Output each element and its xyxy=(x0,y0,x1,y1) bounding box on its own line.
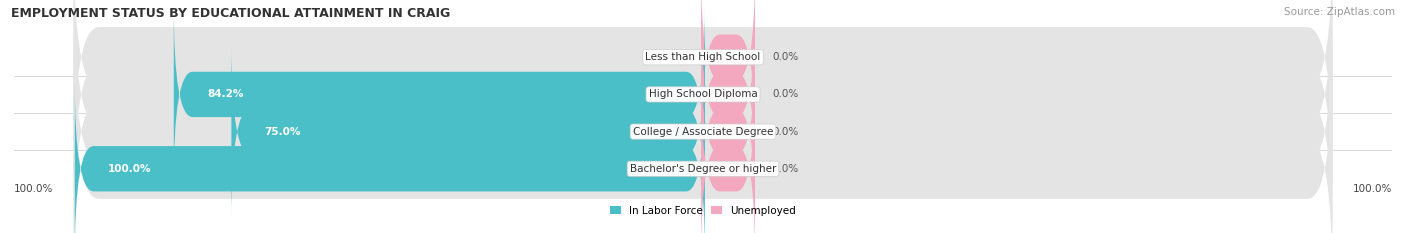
Text: 75.0%: 75.0% xyxy=(264,127,301,137)
FancyBboxPatch shape xyxy=(702,6,755,183)
Text: 84.2%: 84.2% xyxy=(207,89,243,99)
Text: 100.0%: 100.0% xyxy=(1353,184,1392,194)
FancyBboxPatch shape xyxy=(702,43,755,220)
FancyBboxPatch shape xyxy=(73,0,1333,213)
Text: EMPLOYMENT STATUS BY EDUCATIONAL ATTAINMENT IN CRAIG: EMPLOYMENT STATUS BY EDUCATIONAL ATTAINM… xyxy=(11,7,450,20)
FancyBboxPatch shape xyxy=(174,6,704,183)
Text: 0.0%: 0.0% xyxy=(772,164,799,174)
FancyBboxPatch shape xyxy=(702,0,755,146)
Text: 0.0%: 0.0% xyxy=(772,127,799,137)
Text: 100.0%: 100.0% xyxy=(108,164,152,174)
Text: College / Associate Degree: College / Associate Degree xyxy=(633,127,773,137)
Text: 0.0%: 0.0% xyxy=(772,52,799,62)
FancyBboxPatch shape xyxy=(232,43,704,220)
Text: Bachelor's Degree or higher: Bachelor's Degree or higher xyxy=(630,164,776,174)
FancyBboxPatch shape xyxy=(73,50,1333,233)
Text: 0.0%: 0.0% xyxy=(772,89,799,99)
FancyBboxPatch shape xyxy=(75,80,704,233)
FancyBboxPatch shape xyxy=(73,13,1333,233)
Text: Source: ZipAtlas.com: Source: ZipAtlas.com xyxy=(1284,7,1395,17)
Text: Less than High School: Less than High School xyxy=(645,52,761,62)
Text: High School Diploma: High School Diploma xyxy=(648,89,758,99)
FancyBboxPatch shape xyxy=(702,80,755,233)
Text: 100.0%: 100.0% xyxy=(14,184,53,194)
Legend: In Labor Force, Unemployed: In Labor Force, Unemployed xyxy=(606,202,800,220)
FancyBboxPatch shape xyxy=(73,0,1333,176)
Text: 0.0%: 0.0% xyxy=(658,52,685,62)
